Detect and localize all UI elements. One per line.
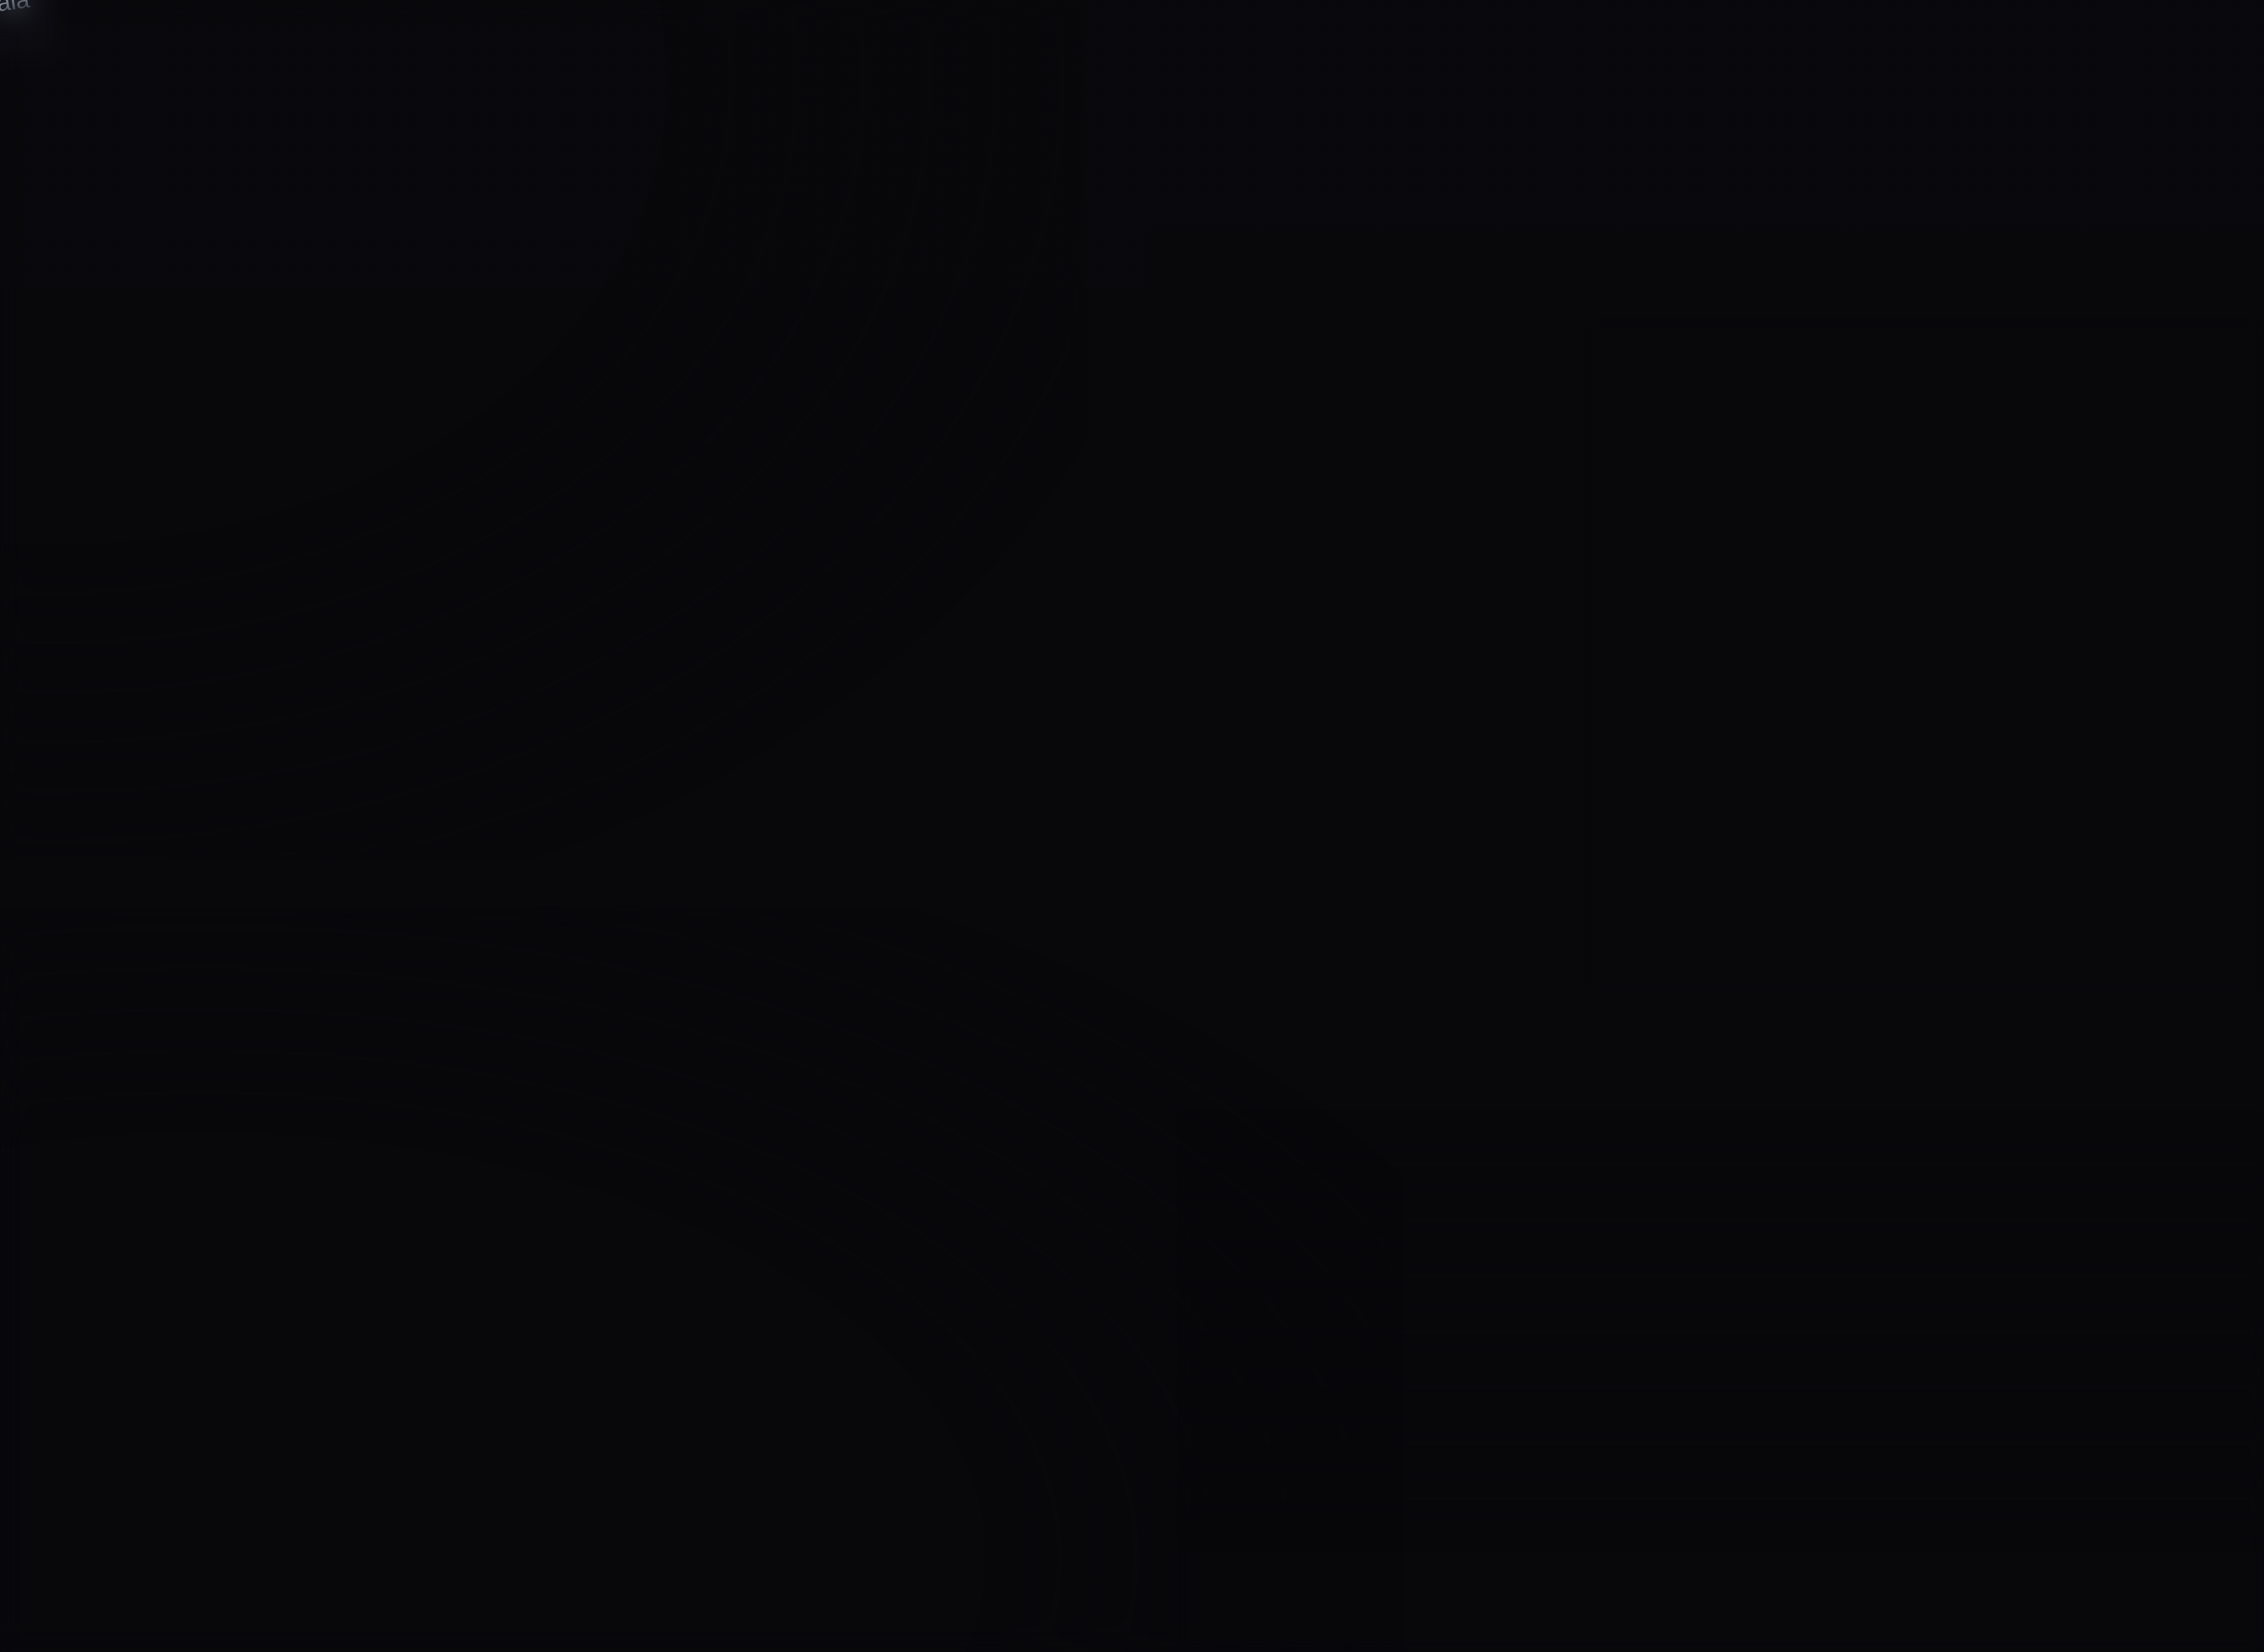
axis-tick: [772, 190, 791, 194]
tab-sintomas[interactable]: Sintomas: [922, 1500, 1038, 1570]
photographed-monitor-scene: Confirmados Vila Nova de Gaia Porto Evol…: [0, 0, 2264, 1652]
symptoms-bar-chart: Febre 4,280 Tosse 4,094 Dores: [251, 0, 2253, 807]
main-panel: Sintomas Registados Febre 4,280: [137, 0, 2264, 1652]
chart-value-label: 3,908: [1928, 112, 2003, 153]
tab-tipo-de-contagio[interactable]: Tipo de Contágio: [1122, 1470, 1325, 1542]
axis-tick: [758, 90, 776, 94]
tab-grupo-etario[interactable]: Grupo Etário: [1406, 1418, 1606, 1503]
axis-tick: [817, 491, 835, 495]
chart-value-label: 4,326: [2032, 0, 2106, 37]
chart-tab-bar[interactable]: Sintomas Tipo de Contágio Grupo Etário: [921, 1418, 1606, 1570]
dashboard-app: Confirmados Vila Nova de Gaia Porto Evol…: [0, 0, 2264, 1652]
chart-value-label: 3,210: [1745, 240, 1819, 281]
monitor-screen: Confirmados Vila Nova de Gaia Porto Evol…: [0, 0, 2264, 1652]
chart-value-label: 1,640: [1329, 501, 1403, 543]
axis-tick: [802, 391, 820, 395]
axis-tick: [832, 592, 850, 596]
chart-value-label: 2,372: [1522, 372, 1596, 413]
sidebar-region-list[interactable]: Vila Nova de Gaia Porto: [0, 0, 158, 259]
axis-tick: [787, 291, 806, 295]
